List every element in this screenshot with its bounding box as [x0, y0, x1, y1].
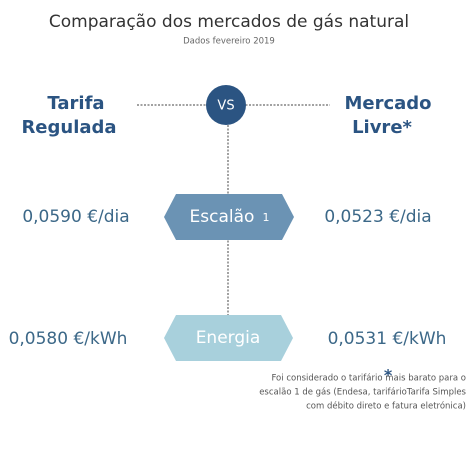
footnote: escalão 1 de gás (Endesa, tarifárioTarif…	[259, 388, 466, 398]
footnote-marker: *	[384, 366, 393, 385]
left-header: Tarifa	[47, 93, 104, 114]
right-header: Livre*	[352, 117, 412, 138]
row-badge	[164, 315, 293, 361]
left-header: Regulada	[21, 117, 116, 138]
right-header: Mercado	[344, 93, 431, 114]
row-label: Energia	[196, 328, 261, 348]
row-label-sub: 1	[263, 211, 270, 224]
row-badge	[164, 194, 294, 240]
footnote: Foi considerado o tarifário mais barato …	[271, 374, 466, 384]
left-value: 0,0590 €/dia	[22, 207, 129, 227]
title: Comparação dos mercados de gás natural	[49, 12, 409, 32]
vs-circle	[206, 85, 246, 125]
row-label: Escalão	[190, 207, 255, 227]
subtitle: Dados fevereiro 2019	[183, 37, 275, 47]
vs-label: VS	[217, 99, 234, 114]
right-value: 0,0523 €/dia	[324, 207, 431, 227]
right-value: 0,0531 €/kWh	[328, 329, 447, 349]
footnote: com débito direto e fatura eletrónica)	[306, 401, 466, 412]
left-value: 0,0580 €/kWh	[9, 329, 128, 349]
